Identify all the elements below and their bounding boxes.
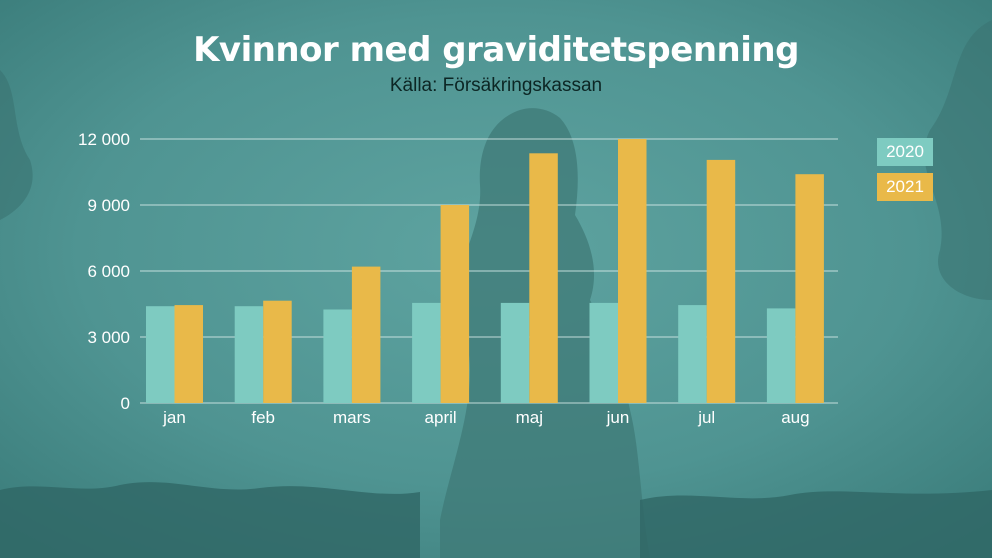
bar-2020-aug bbox=[766, 308, 796, 403]
y-tick-label: 3 000 bbox=[87, 328, 130, 347]
bar-2020-maj bbox=[500, 302, 530, 403]
x-axis-tick-labels: jan feb mars april maj jun jul aug bbox=[162, 408, 809, 427]
x-tick-label-jun: jun bbox=[606, 408, 630, 427]
bar-2020-feb bbox=[234, 306, 264, 403]
tree-left-silhouette bbox=[0, 70, 33, 220]
bar-2021-maj bbox=[529, 153, 558, 403]
x-tick-label-jul: jul bbox=[697, 408, 715, 427]
bar-2021-jun bbox=[618, 139, 647, 403]
bar-2020-mars bbox=[323, 309, 352, 403]
y-tick-label: 0 bbox=[121, 394, 130, 413]
bar-2021-jul bbox=[706, 159, 736, 403]
treeline-silhouette bbox=[0, 482, 992, 558]
bar-2021-mars bbox=[351, 266, 381, 403]
bar-2021-feb bbox=[263, 300, 292, 403]
bar-2020-april bbox=[412, 302, 441, 403]
bar-2020-jun bbox=[589, 302, 618, 403]
x-tick-label-april: april bbox=[425, 408, 457, 427]
x-tick-label-feb: feb bbox=[251, 408, 275, 427]
y-tick-label: 9 000 bbox=[87, 196, 130, 215]
x-tick-label-maj: maj bbox=[516, 408, 543, 427]
legend-item-2020: 2020 bbox=[877, 138, 933, 166]
legend-item-2021: 2021 bbox=[877, 173, 933, 201]
x-tick-label-mars: mars bbox=[333, 408, 371, 427]
bar-2020-jul bbox=[678, 305, 707, 403]
bars bbox=[146, 139, 824, 403]
y-tick-label: 12 000 bbox=[78, 130, 130, 149]
bar-2021-jan bbox=[174, 305, 203, 403]
bar-2021-april bbox=[440, 205, 470, 403]
x-tick-label-jan: jan bbox=[162, 408, 186, 427]
tree-right-silhouette bbox=[924, 20, 992, 300]
bar-2021-aug bbox=[795, 174, 824, 403]
y-axis-tick-labels: 0 3 000 6 000 9 000 12 000 bbox=[78, 130, 130, 413]
chart-title: Kvinnor med graviditetspenning bbox=[193, 30, 799, 70]
x-tick-label-aug: aug bbox=[781, 408, 809, 427]
bar-2020-jan bbox=[146, 306, 175, 403]
y-tick-label: 6 000 bbox=[87, 262, 130, 281]
chart-subtitle: Källa: Försäkringskassan bbox=[389, 75, 603, 96]
